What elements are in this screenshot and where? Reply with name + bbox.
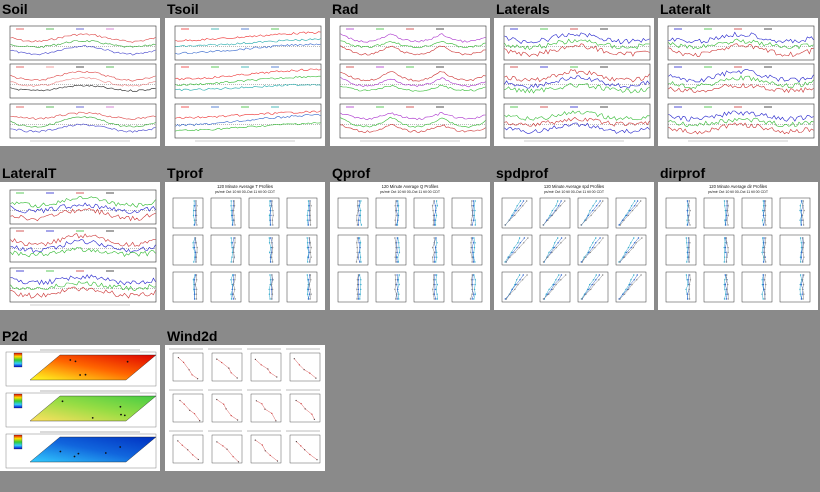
- tile-label: dirprof: [660, 165, 706, 181]
- profile-title: 120 Minute Average spd Profiles: [544, 184, 604, 189]
- profile-subtitle: ps/mé Oct 10 till 00-Oct 11 till 00 CDT: [380, 190, 441, 194]
- thumbnail-tprof[interactable]: 120 Minute Average T Profiles ps/mé Oct 1…: [165, 182, 325, 310]
- tile-label: Wind2d: [167, 328, 218, 344]
- tile-label: Tsoil: [167, 1, 199, 17]
- thumbnail-p2d[interactable]: [0, 345, 160, 471]
- profile-subtitle: ps/mé Oct 10 till 00-Oct 11 till 00 CDT: [544, 190, 605, 194]
- profile-title: 120 Minute Average Q Profiles: [382, 184, 439, 189]
- timeseries-plot: [503, 25, 651, 142]
- thumbnail-spdprof[interactable]: 120 Minute Average spd Profiles ps/mé Oct…: [494, 182, 654, 310]
- tile-label: Tprof: [167, 165, 203, 181]
- tile-label: Qprof: [332, 165, 371, 181]
- tile-label: Soil: [2, 1, 28, 17]
- thumbnail-lateralT[interactable]: [0, 182, 160, 310]
- tile-label: Laterals: [496, 1, 550, 17]
- timeseries-plot: [174, 25, 322, 142]
- profile-subtitle: ps/mé Oct 10 till 00-Oct 11 till 00 CDT: [215, 190, 276, 194]
- thumbnail-rad[interactable]: [330, 18, 490, 146]
- contour-plot: [5, 349, 157, 469]
- thumbnail-tsoil[interactable]: [165, 18, 325, 146]
- thumbnail-laterals[interactable]: [494, 18, 654, 146]
- thumbnail-qprof[interactable]: 120 Minute Average Q Profiles ps/mé Oct 1…: [330, 182, 490, 310]
- thumbnail-lateralt[interactable]: [658, 18, 818, 146]
- timeseries-plot: [9, 189, 157, 306]
- thumbnail-dirprof[interactable]: 120 Minute Average dir Profiles ps/mé Oct…: [658, 182, 818, 310]
- profile-title: 120 Minute Average dir Profiles: [709, 184, 767, 189]
- tile-label: P2d: [2, 328, 28, 344]
- tile-label: spdprof: [496, 165, 549, 181]
- timeseries-plot: [339, 25, 487, 142]
- timeseries-plot: [9, 25, 157, 142]
- tile-label: LateralT: [2, 165, 57, 181]
- profile-subtitle: ps/mé Oct 10 till 00-Oct 11 till 00 CDT: [708, 190, 769, 194]
- wind-grid: [169, 348, 321, 464]
- tile-label: Rad: [332, 1, 359, 17]
- tile-label: Lateralt: [660, 1, 711, 17]
- profile-title: 120 Minute Average T Profiles: [217, 184, 273, 189]
- thumbnail-wind2d[interactable]: [165, 345, 325, 471]
- timeseries-plot: [667, 25, 815, 142]
- thumbnail-soil[interactable]: [0, 18, 160, 146]
